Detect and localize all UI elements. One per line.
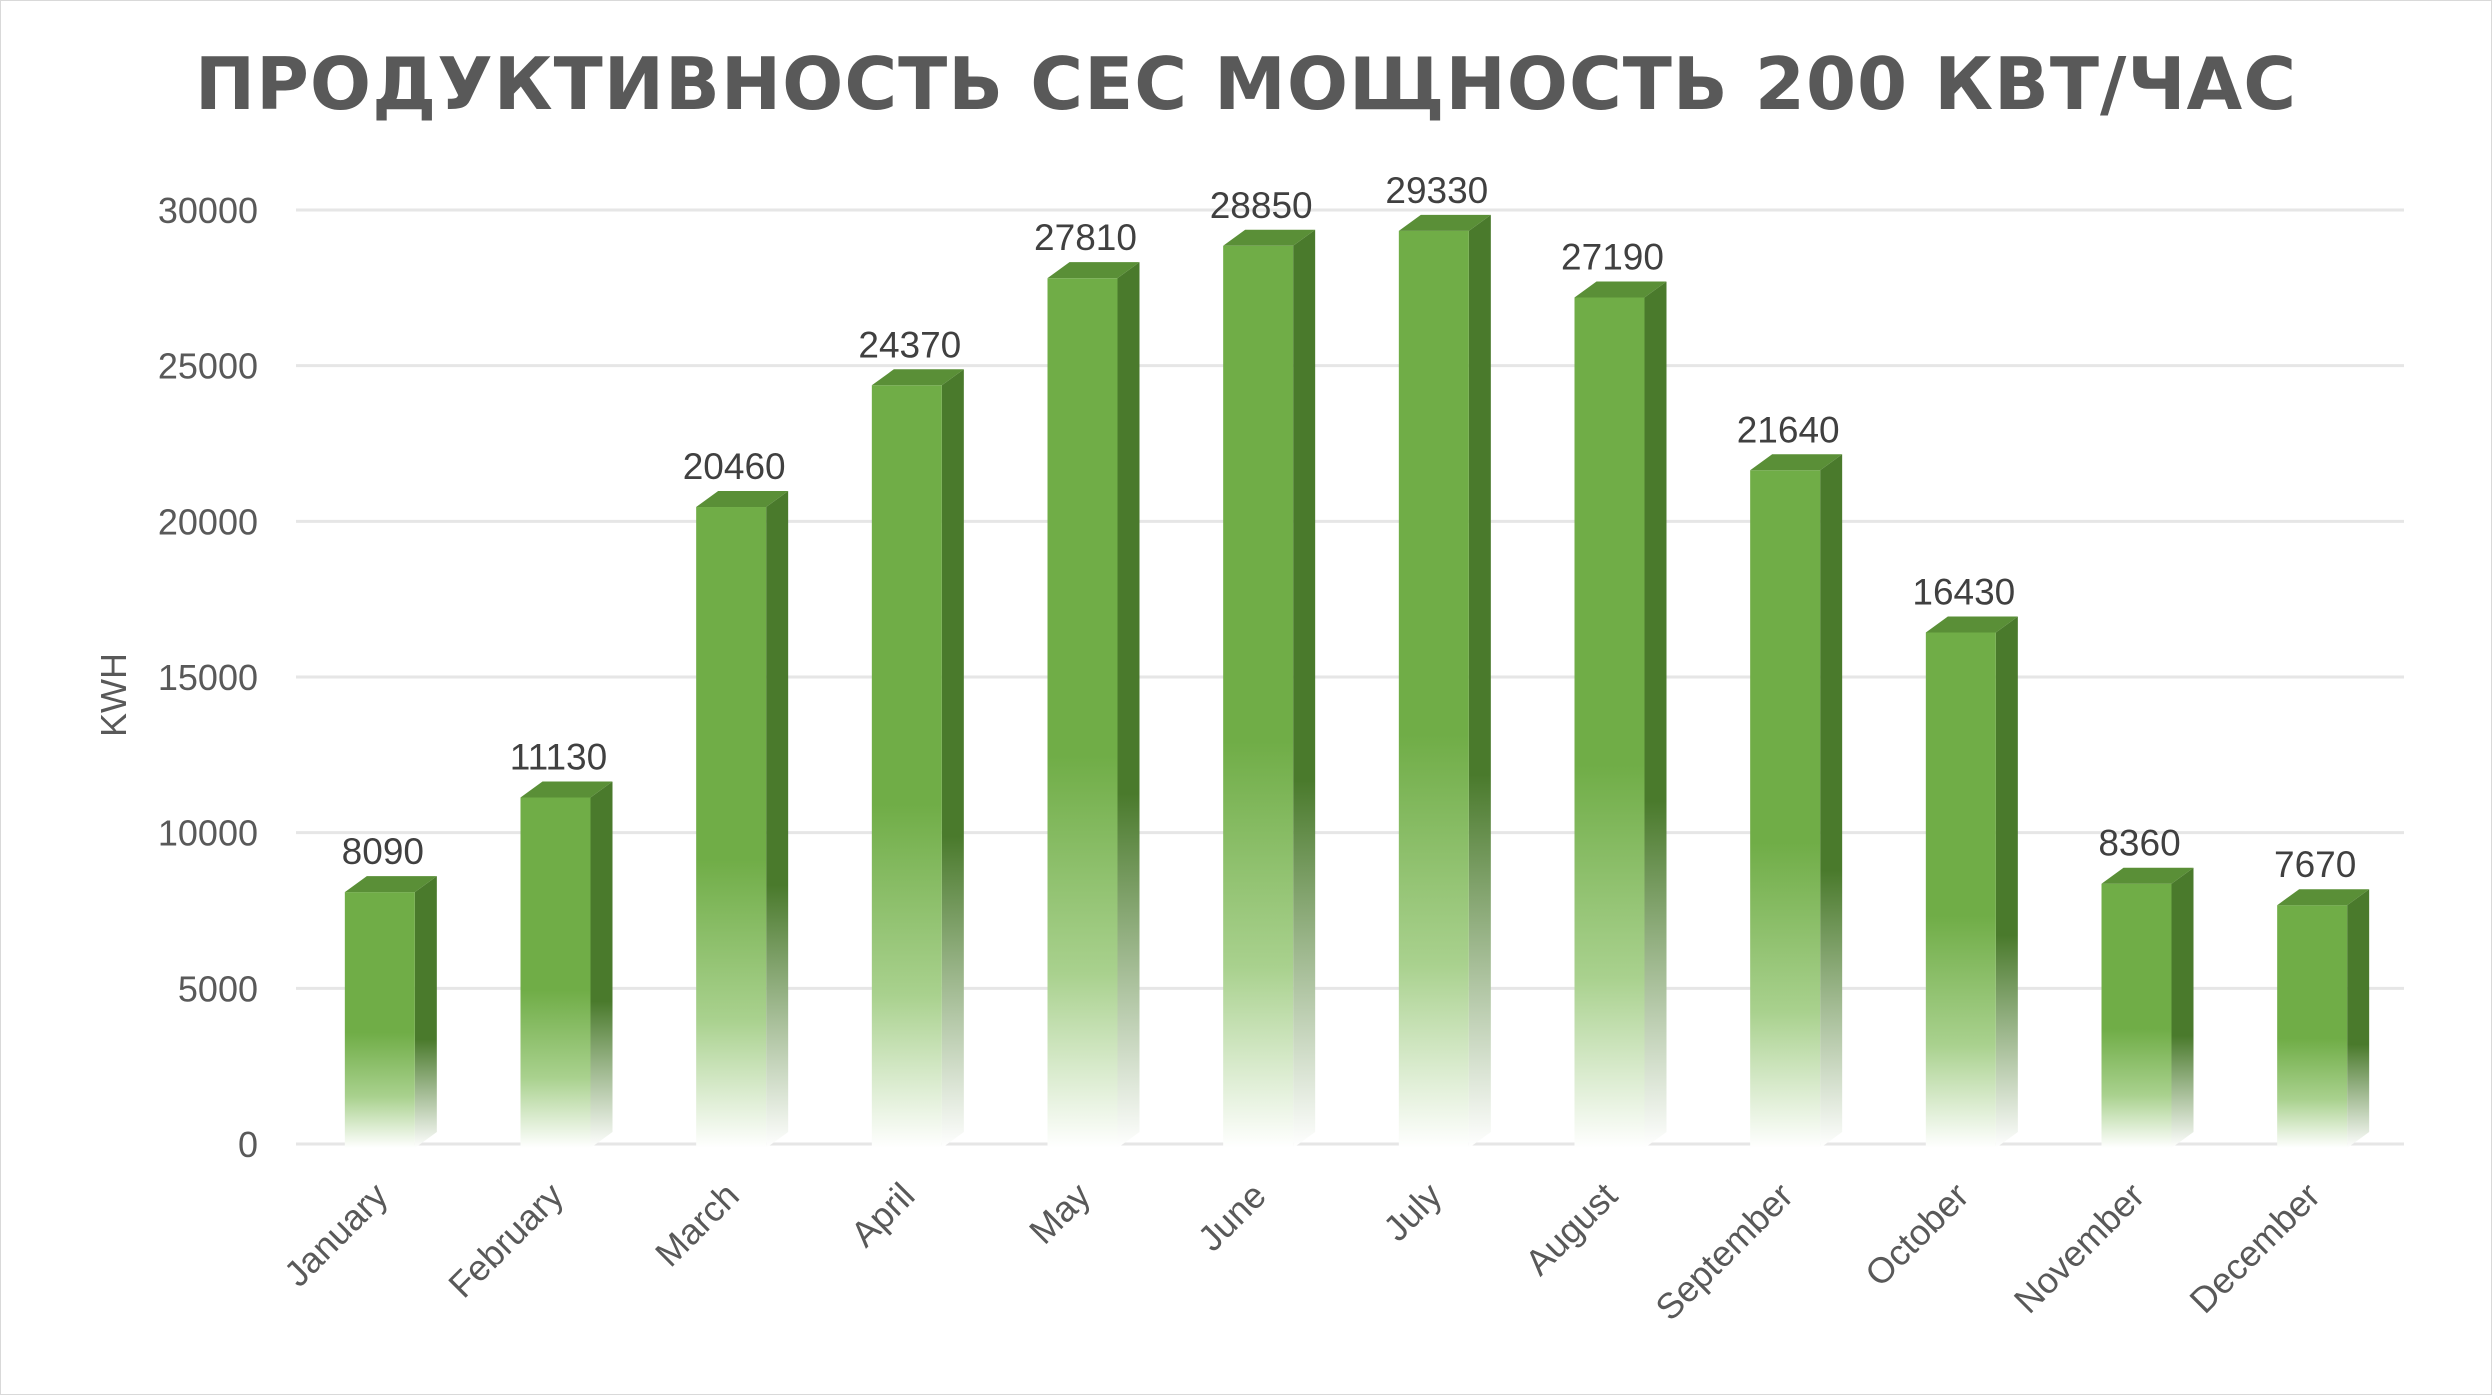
bar-side (2171, 867, 2194, 1148)
x-tick-label: September (1647, 1175, 1801, 1329)
bar-top (520, 781, 613, 798)
bar-side (590, 781, 613, 1148)
bar-side (1293, 229, 1316, 1148)
bar-top (1223, 229, 1316, 246)
data-label: 7670 (2274, 844, 2356, 885)
bar-side (2347, 889, 2370, 1148)
bar-december (2277, 889, 2370, 1148)
bar-august (1574, 281, 1667, 1148)
y-tick-label: 20000 (158, 501, 258, 542)
bar-top (1574, 281, 1667, 298)
data-label: 29330 (1385, 170, 1488, 211)
x-tick-label: November (2006, 1175, 2152, 1321)
data-label: 27190 (1561, 236, 1664, 277)
data-label: 16430 (1912, 571, 2015, 612)
data-label: 8360 (2098, 823, 2180, 864)
bar-october (1925, 616, 2018, 1148)
bar-front (696, 507, 767, 1149)
bar-top (1925, 616, 2018, 633)
bar-front (871, 385, 942, 1149)
bar-november (2101, 867, 2194, 1148)
x-axis-ticks: January February March April May June July Augu… (276, 1175, 2328, 1329)
bar-top (1750, 454, 1843, 471)
bar-july (1398, 214, 1491, 1149)
bar-top (1398, 214, 1491, 231)
y-axis-ticks: 0 5000 10000 15000 20000 25000 30000 (158, 190, 258, 1165)
bar-february (520, 781, 613, 1148)
y-tick-label: 30000 (158, 190, 258, 231)
x-tick-label: March (647, 1175, 747, 1275)
data-label: 8090 (342, 831, 424, 872)
x-tick-label: February (440, 1175, 571, 1306)
bar-front (1223, 245, 1294, 1148)
gridlines (296, 208, 2404, 1146)
bar-march (696, 491, 789, 1149)
bar-side (941, 369, 964, 1149)
bar-front (1047, 278, 1118, 1148)
bar-top (871, 369, 964, 386)
data-labels: 8090 11130 20460 24370 27810 28850 29330 27190 2… (342, 170, 2357, 885)
bar-front (1750, 470, 1821, 1148)
bar-front (1925, 632, 1996, 1148)
bar-september (1750, 454, 1843, 1148)
bar-front (520, 797, 591, 1148)
x-tick-label: May (1021, 1175, 1098, 1252)
bar-may (1047, 262, 1140, 1148)
y-tick-label: 25000 (158, 346, 258, 387)
bar-april (871, 369, 964, 1149)
x-tick-label: January (276, 1175, 396, 1295)
bar-side (766, 491, 789, 1149)
x-tick-label: August (1517, 1175, 1625, 1283)
data-label: 11130 (510, 736, 607, 777)
y-tick-label: 15000 (158, 657, 258, 698)
bar-june (1223, 229, 1316, 1148)
bar-side (1644, 281, 1667, 1148)
bar-front (1574, 297, 1645, 1148)
x-tick-label: July (1375, 1175, 1449, 1249)
bar-top (344, 876, 437, 893)
data-label: 20460 (683, 446, 786, 487)
y-tick-label: 10000 (158, 813, 258, 854)
data-label: 27810 (1034, 217, 1137, 258)
bar-side (414, 876, 437, 1148)
bar-top (2101, 867, 2194, 884)
bar-top (1047, 262, 1140, 279)
x-tick-label: June (1190, 1175, 1274, 1259)
bar-january (344, 876, 437, 1148)
bar-top (2277, 889, 2370, 906)
bar-side (1117, 262, 1140, 1148)
bars (344, 214, 2370, 1149)
bar-side (1468, 214, 1491, 1149)
bar-top (696, 491, 789, 508)
x-tick-label: December (2181, 1175, 2327, 1321)
data-label: 24370 (858, 324, 961, 365)
y-tick-label: 5000 (178, 968, 258, 1009)
bar-front (344, 892, 415, 1148)
data-label: 21640 (1737, 409, 1840, 450)
data-label: 28850 (1210, 185, 1313, 226)
bar-front (1398, 230, 1469, 1149)
bar-side (1995, 616, 2018, 1148)
chart-title: ПРОДУКТИВНОСТЬ СЕС МОЩНОСТЬ 200 КВТ/ЧАС (194, 42, 2298, 126)
bar-front (2101, 883, 2172, 1148)
y-tick-label: 0 (238, 1124, 258, 1165)
bar-front (2277, 905, 2348, 1148)
x-tick-label: October (1857, 1175, 1977, 1295)
y-axis-label: KWH (93, 653, 134, 737)
bar-side (1820, 454, 1843, 1148)
x-tick-label: April (843, 1175, 923, 1255)
